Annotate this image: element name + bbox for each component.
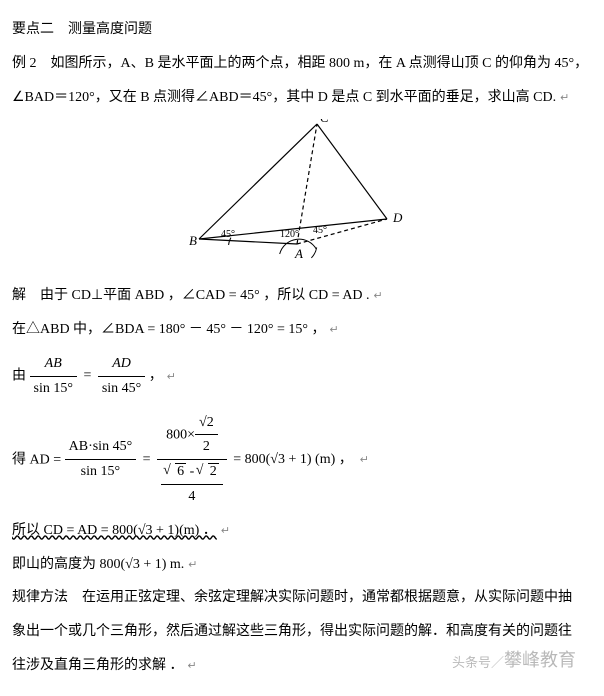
watermark: 头条号／攀峰教育 <box>452 646 576 672</box>
sqrt2: 2 <box>198 460 219 484</box>
frac-den: 4 <box>161 485 223 509</box>
sol-step4-pre: 得 AD = <box>12 452 65 467</box>
frac-absin45-sin15: AB·sin 45° sin 15° <box>65 435 137 484</box>
frac-den: 2 <box>195 435 218 459</box>
section-heading: 要点二 测量高度问题 <box>12 18 592 42</box>
example-p2: ∠BAD＝120°，又在 B 点测得∠ABD＝45°，其中 D 是点 C 到水平… <box>12 90 556 105</box>
svg-text:45°: 45° <box>221 229 235 240</box>
svg-text:C: C <box>320 119 329 125</box>
watermark-name: 攀峰教育 <box>504 650 576 670</box>
equals: = <box>140 452 154 467</box>
sol-step3-pre: 由 <box>12 369 26 384</box>
equals: = <box>80 368 94 383</box>
frac-num: AB·sin 45° <box>65 435 137 460</box>
sol-step1: 解 由于 CD⊥平面 ABD ，∠CAD = 45° ，所以 CD = AD .… <box>12 284 592 308</box>
sol-step6-text: 即山的高度为 800(√3 + 1) m. <box>12 557 184 572</box>
nested-den: 6 - 2 4 <box>157 460 227 509</box>
frac-ad-sin45: AD sin 45° <box>98 352 145 401</box>
frac-den: sin 45° <box>98 377 145 401</box>
example-tag: 例 2 <box>12 56 37 71</box>
frac-nested: 800× √2 2 6 - 2 4 <box>157 411 227 509</box>
example-line-2: ∠BAD＝120°，又在 B 点测得∠ABD＝45°，其中 D 是点 C 到水平… <box>12 86 592 110</box>
frac-den: sin 15° <box>30 377 77 401</box>
return-mark: ↵ <box>374 290 383 302</box>
return-mark: ↵ <box>188 559 197 571</box>
nested-num-frac: √2 2 <box>195 411 218 460</box>
section-label: 要点二 测量高度问题 <box>12 22 152 37</box>
frac-num: √2 <box>195 411 218 436</box>
sol-step2: 在△ABD 中，∠BDA = 180° － 45° － 120° = 15° ，… <box>12 318 592 342</box>
return-mark: ↵ <box>188 660 197 672</box>
sol-step1-text: 解 由于 CD⊥平面 ABD ，∠CAD = 45° ，所以 CD = AD . <box>12 288 370 303</box>
example-p1: 如图所示，A、B 是水平面上的两个点，相距 800 m，在 A 点测得山顶 C … <box>37 56 589 71</box>
watermark-prefix: 头条号／ <box>452 652 504 671</box>
sol-step6: 即山的高度为 800(√3 + 1) m. ↵ <box>12 553 592 577</box>
svg-text:B: B <box>189 233 197 248</box>
nested-den-frac: 6 - 2 4 <box>161 460 223 509</box>
summary-l2: 象出一个或几个三角形，然后通过解这些三角形，得出实际问题的解．和高度有关的问题往 <box>12 620 592 644</box>
summary-l1: 规律方法 在运用正弦定理、余弦定理解决实际问题时，通常都根据题意，从实际问题中抽 <box>12 586 592 610</box>
svg-text:45°: 45° <box>313 225 327 236</box>
sol-step3-post: ， <box>149 369 163 384</box>
frac-num: AD <box>98 352 145 377</box>
example-line-1: 例 2 如图所示，A、B 是水平面上的两个点，相距 800 m，在 A 点测得山… <box>12 52 592 76</box>
svg-text:A: A <box>294 246 303 261</box>
frac-den: sin 15° <box>65 460 137 484</box>
return-mark: ↵ <box>221 525 230 537</box>
frac-ab-sin15: AB sin 15° <box>30 352 77 401</box>
summary-tag: 规律方法 <box>12 590 68 605</box>
sol-step4: 得 AD = AB·sin 45° sin 15° = 800× √2 2 6 … <box>12 411 592 509</box>
frac-num: AB <box>30 352 77 377</box>
summary-t3: 往涉及直角三角形的求解 ． <box>12 658 184 673</box>
figure-container: B A D C 45° 120° 45° <box>12 119 592 274</box>
return-mark: ↵ <box>560 92 569 104</box>
return-mark: ↵ <box>360 454 369 466</box>
sol-step3: 由 AB sin 15° = AD sin 45° ， ↵ <box>12 352 592 401</box>
nested-num-plain: 800× <box>166 427 195 442</box>
figure-svg: B A D C 45° 120° 45° <box>187 119 417 269</box>
frac-num: 6 - 2 <box>161 460 223 485</box>
return-mark: ↵ <box>330 324 339 336</box>
nested-num: 800× √2 2 <box>157 411 227 461</box>
svg-text:120°: 120° <box>280 229 299 240</box>
summary-t1: 在运用正弦定理、余弦定理解决实际问题时，通常都根据题意，从实际问题中抽 <box>68 590 572 605</box>
sol-step5-text: 所以 CD = AD = 800(√3 + 1)(m) ． <box>12 523 217 538</box>
svg-text:D: D <box>392 210 403 225</box>
sol-step5: 所以 CD = AD = 800(√3 + 1)(m) ． ↵ <box>12 519 592 543</box>
sqrt6: 6 <box>165 460 186 484</box>
sol-step2-text: 在△ABD 中，∠BDA = 180° － 45° － 120° = 15° ， <box>12 322 326 337</box>
sol-step4-post: = 800(√3 + 1) (m) ， <box>230 452 356 467</box>
return-mark: ↵ <box>167 371 176 383</box>
